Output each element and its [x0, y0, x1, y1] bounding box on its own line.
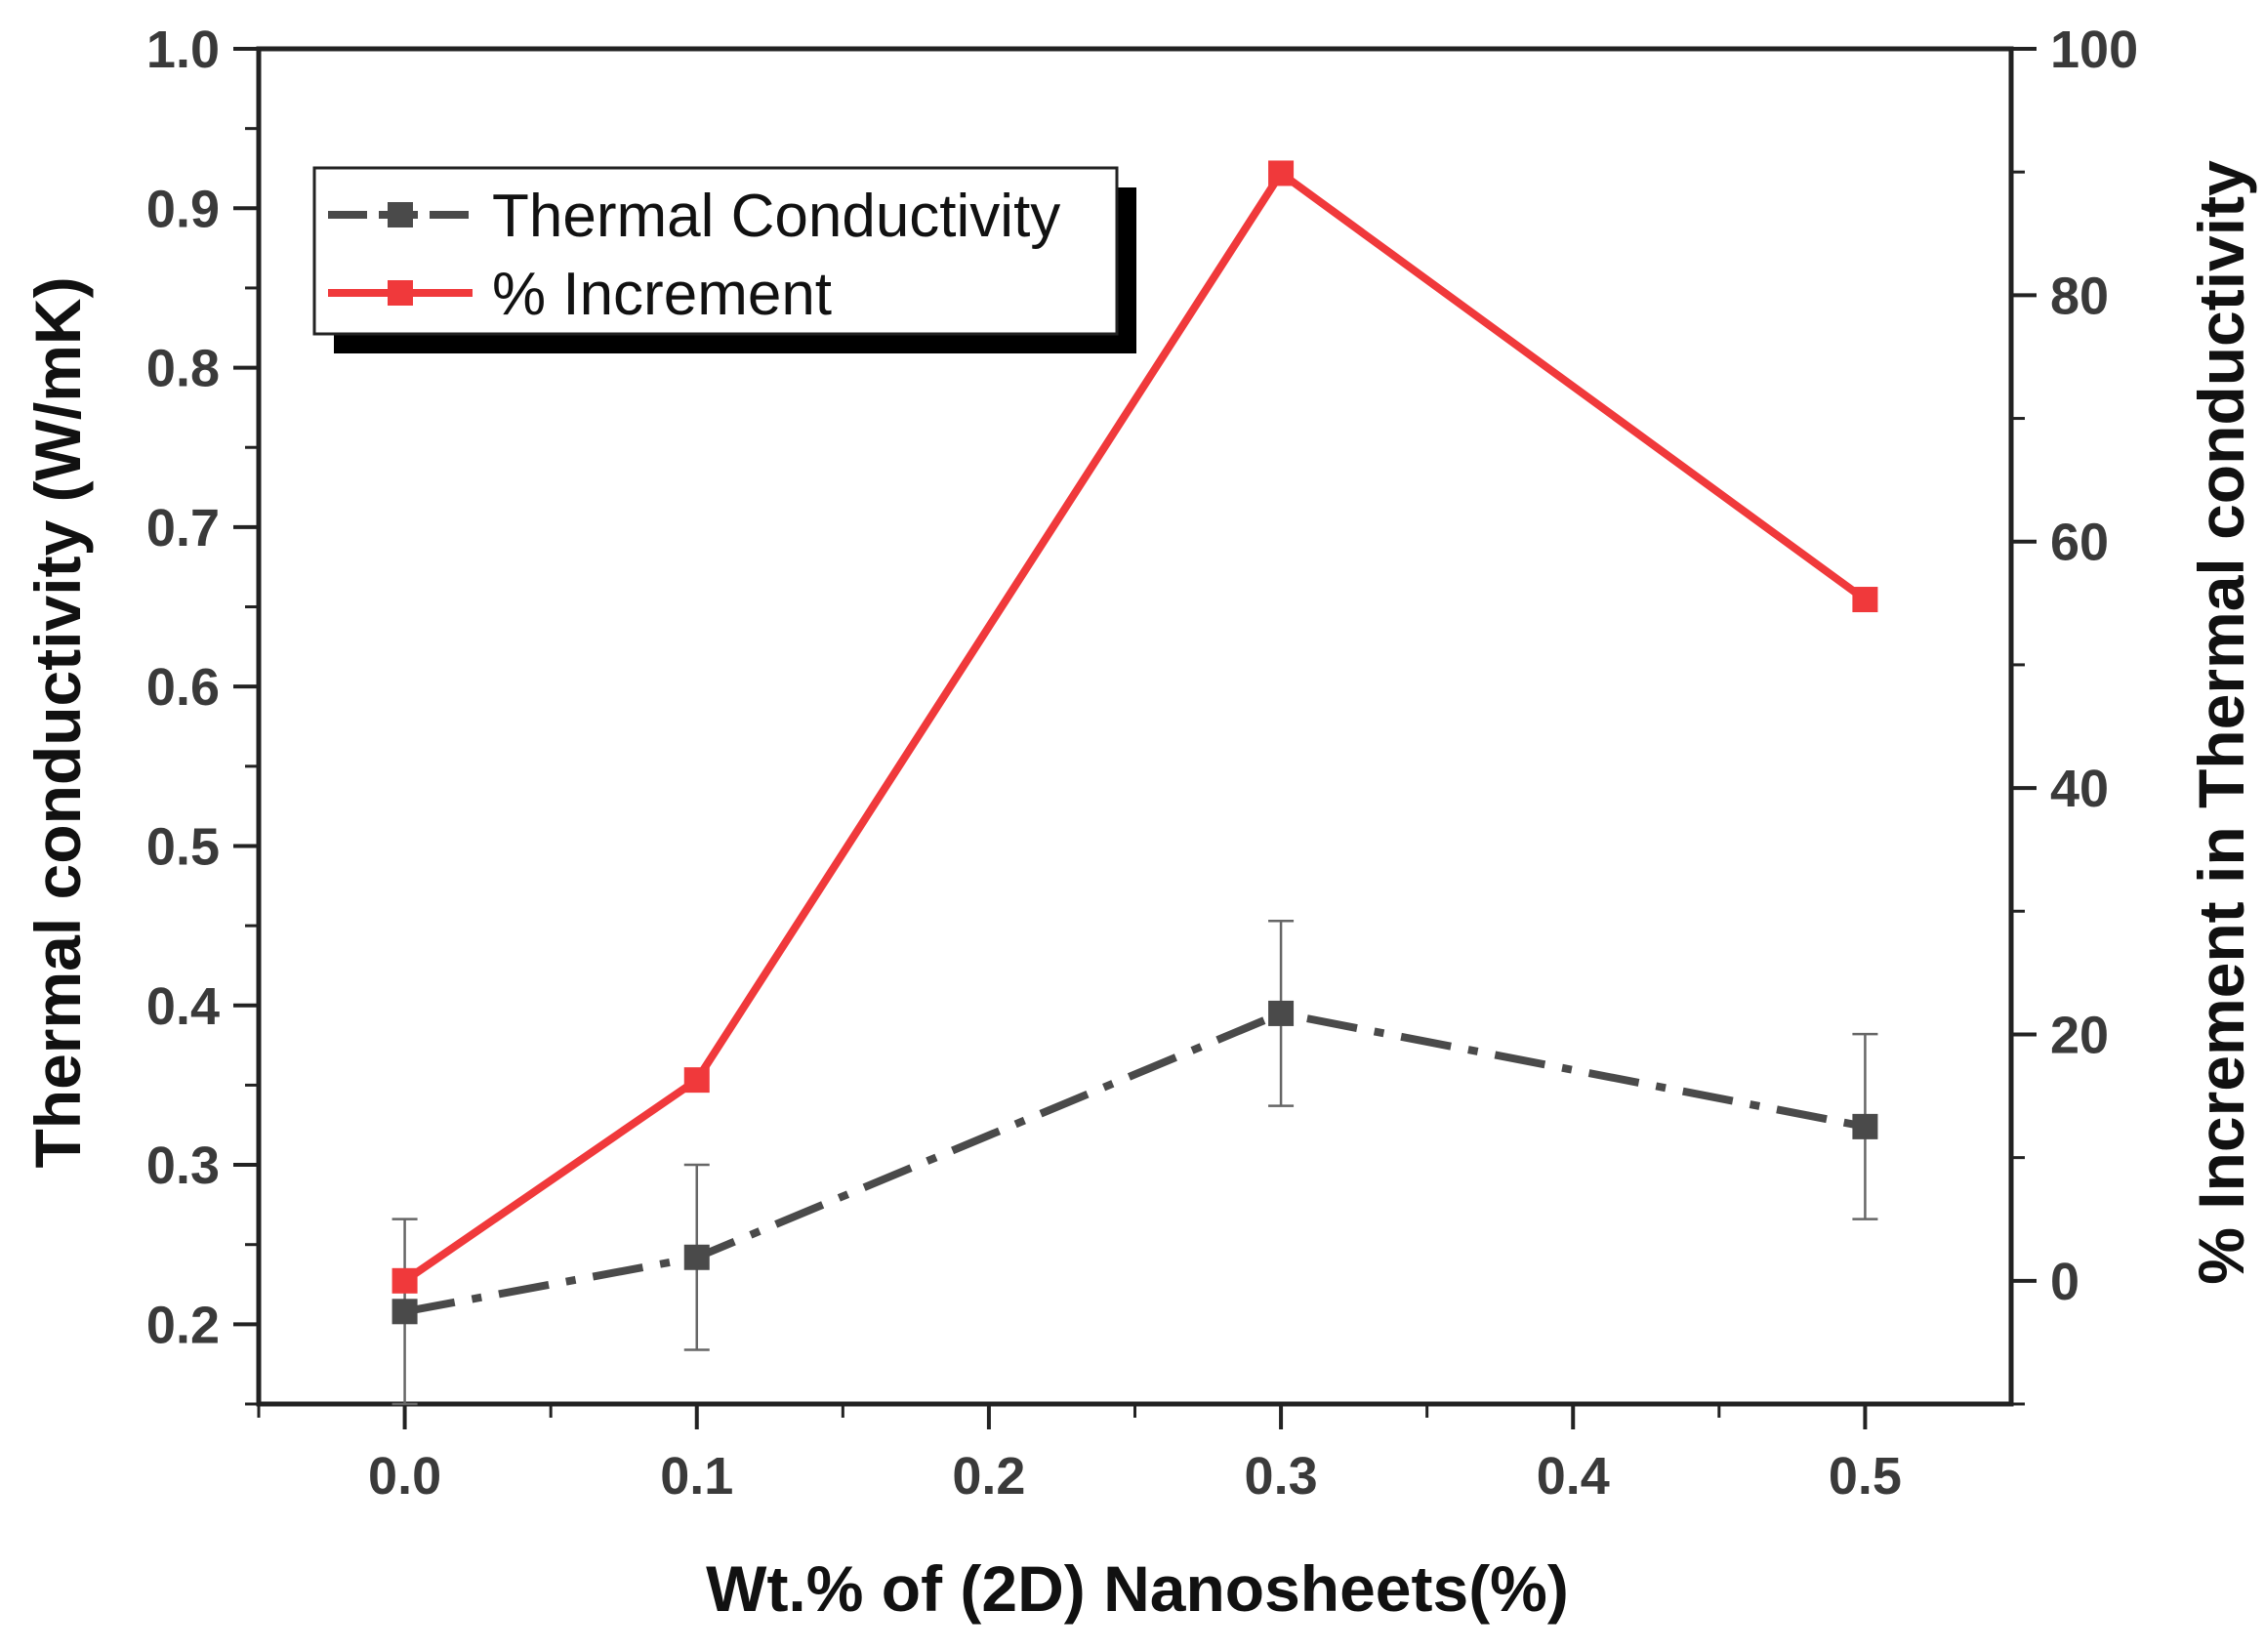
axes-layer: 0.0 0.1 0.2 0.3 0.4 0.5 0.2 0.3 0.4 0.5 0.6 0.7 0.8 0…	[146, 21, 2138, 1506]
x-tick-label: 0.2	[952, 1447, 1025, 1506]
x-tick-label: 0.1	[660, 1447, 733, 1506]
y2-tick-label: 20	[2050, 1006, 2109, 1064]
y2-axis-title: % Increment in Thermal conductivity	[2185, 160, 2257, 1285]
legend-marker	[388, 202, 413, 227]
series-layer	[391, 160, 1878, 1406]
data-point	[683, 1244, 710, 1270]
x-tick-label: 0.3	[1245, 1447, 1318, 1506]
series-line-thermal-conductivity	[403, 1009, 1867, 1316]
data-point	[391, 1299, 418, 1325]
x-tick-label: 0.5	[1829, 1447, 1902, 1506]
y-tick-label: 0.4	[146, 977, 220, 1036]
x-tick-label: 0.4	[1537, 1447, 1610, 1506]
y-tick-label: 0.9	[146, 180, 220, 238]
x-axis-title: Wt.% of (2D) Nanosheets(%)	[706, 1552, 1569, 1625]
y-tick-label: 0.6	[146, 658, 220, 717]
y-tick-label: 0.7	[146, 499, 220, 558]
data-point	[683, 1067, 710, 1094]
y-tick-label: 1.0	[146, 21, 220, 79]
y2-tick-label: 40	[2050, 760, 2109, 818]
legend: Thermal Conductivity % Increment	[312, 166, 1136, 353]
y-tick-label: 0.2	[146, 1296, 220, 1354]
legend-marker	[388, 280, 413, 306]
y-tick-label: 0.8	[146, 340, 220, 398]
y-tick-label: 0.3	[146, 1136, 220, 1195]
y-tick-label: 0.5	[146, 817, 220, 876]
legend-box	[312, 166, 1119, 336]
axis-titles: Wt.% of (2D) Nanosheets(%) Thermal condu…	[21, 160, 2257, 1625]
x-tick-label: 0.0	[368, 1447, 441, 1506]
data-point	[1268, 160, 1295, 186]
data-point	[391, 1267, 418, 1294]
y2-tick-label: 60	[2050, 514, 2109, 572]
series-line-percent-increment	[402, 167, 1868, 1285]
legend-label: Thermal Conductivity	[492, 183, 1060, 250]
legend-label: % Increment	[492, 261, 832, 328]
y2-tick-label: 80	[2050, 267, 2109, 325]
data-point	[1852, 1113, 1878, 1139]
y-axis-title: Thermal conductivity (W/mK)	[21, 276, 94, 1168]
y2-tick-label: 100	[2050, 21, 2138, 79]
y2-tick-label: 0	[2050, 1253, 2079, 1311]
data-point	[1268, 1000, 1295, 1026]
data-point	[1852, 587, 1878, 613]
